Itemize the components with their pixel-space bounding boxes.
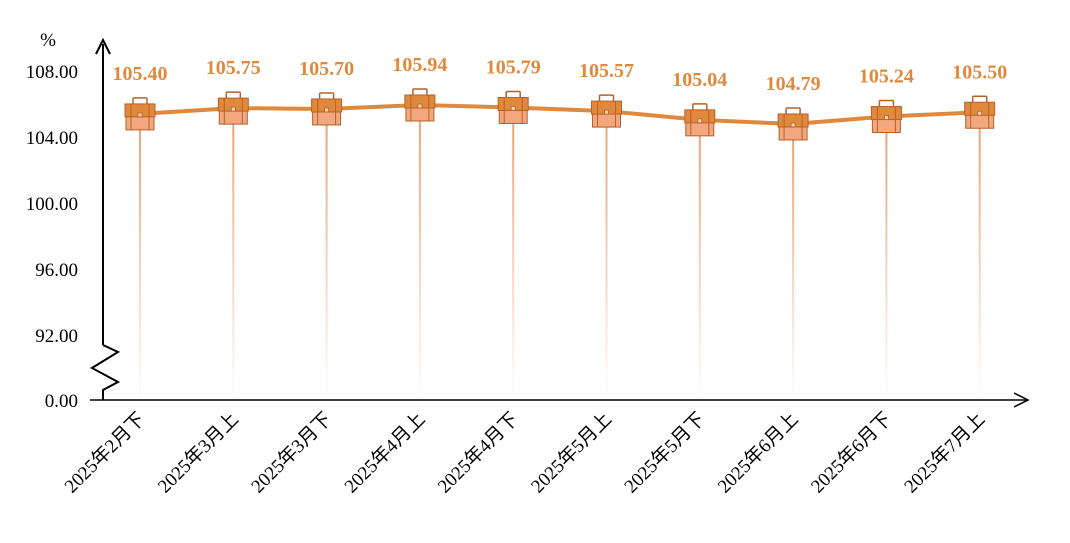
briefcase-icon bbox=[124, 97, 156, 131]
data-label: 105.70 bbox=[299, 58, 354, 80]
x-tick-label: 2025年3月下 bbox=[247, 408, 336, 497]
data-label: 105.40 bbox=[113, 63, 168, 85]
x-tick-label: 2025年4月下 bbox=[433, 408, 522, 497]
y-tick-label: 92.00 bbox=[35, 326, 78, 347]
marker-stem bbox=[139, 113, 141, 401]
y-axis-arrow bbox=[95, 37, 111, 55]
x-tick-labels: 2025年2月下 2025年3月上 2025年3月下 2025年4月上 2025年4月下… bbox=[60, 408, 989, 497]
axis-break-icon bbox=[89, 344, 121, 400]
briefcase-icon bbox=[964, 95, 996, 129]
y-tick-label: 0.00 bbox=[45, 391, 78, 412]
data-label: 105.04 bbox=[672, 69, 727, 91]
marker-stem bbox=[325, 108, 328, 400]
data-label: 105.94 bbox=[392, 54, 447, 76]
x-tick-label: 2025年5月上 bbox=[527, 408, 616, 497]
data-labels: 105.40 105.75 105.70 105.94 105.79 105.57 105.… bbox=[113, 54, 1008, 95]
marker-stem bbox=[792, 123, 795, 400]
briefcase-icon bbox=[217, 91, 249, 125]
data-label: 105.24 bbox=[859, 66, 914, 88]
marker-stems bbox=[139, 104, 981, 401]
data-label: 105.75 bbox=[206, 57, 261, 79]
data-label: 105.57 bbox=[579, 60, 634, 82]
y-tick-label: 108.00 bbox=[26, 62, 78, 83]
marker-stem bbox=[605, 111, 608, 400]
marker-stem bbox=[885, 116, 888, 400]
marker-stem bbox=[232, 108, 235, 400]
y-tick-label: 104.00 bbox=[26, 128, 78, 149]
marker-stem bbox=[512, 107, 515, 400]
y-tick-label: 96.00 bbox=[35, 260, 78, 281]
briefcase-icon bbox=[497, 90, 529, 124]
series-line bbox=[138, 102, 982, 126]
briefcase-icon bbox=[404, 88, 436, 122]
x-axis-arrow bbox=[1013, 392, 1030, 408]
briefcase-icon bbox=[311, 92, 343, 126]
x-tick-label: 2025年4月上 bbox=[340, 408, 429, 497]
x-tick-label: 2025年6月上 bbox=[713, 408, 802, 497]
briefcase-icon bbox=[684, 103, 716, 137]
data-label: 105.50 bbox=[952, 61, 1007, 83]
data-label: 105.79 bbox=[486, 56, 541, 78]
marker-stem bbox=[978, 112, 981, 400]
y-tick-label: 100.00 bbox=[26, 194, 78, 215]
marker-stem bbox=[418, 104, 421, 401]
y-axis-unit: % bbox=[40, 30, 56, 51]
axes bbox=[89, 37, 1030, 408]
x-tick-label: 2025年5月下 bbox=[620, 408, 709, 497]
briefcase-icon bbox=[777, 107, 809, 141]
markers bbox=[124, 88, 996, 141]
x-tick-label: 2025年6月下 bbox=[806, 408, 895, 497]
x-tick-label: 2025年3月上 bbox=[153, 408, 242, 497]
x-tick-label: 2025年7月上 bbox=[900, 408, 989, 497]
series-line-group bbox=[138, 102, 982, 126]
y-tick-labels: 108.00 104.00 100.00 96.00 92.00 0.00 bbox=[26, 62, 78, 412]
data-label: 104.79 bbox=[766, 73, 821, 95]
marker-stem bbox=[698, 119, 701, 400]
briefcase-icon bbox=[591, 94, 622, 128]
briefcase-icon bbox=[870, 99, 902, 134]
x-tick-label: 2025年2月下 bbox=[60, 408, 149, 497]
